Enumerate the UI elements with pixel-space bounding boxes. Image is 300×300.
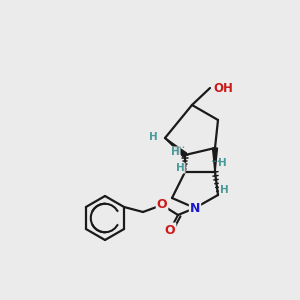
Polygon shape xyxy=(165,138,187,157)
Text: •••: ••• xyxy=(210,160,220,164)
Polygon shape xyxy=(212,148,217,172)
Text: •••: ••• xyxy=(175,146,185,151)
Text: H: H xyxy=(220,185,229,195)
Text: O: O xyxy=(165,224,175,236)
Text: H: H xyxy=(149,132,158,142)
Text: OH: OH xyxy=(213,82,233,94)
Text: H: H xyxy=(171,147,180,157)
Text: N: N xyxy=(190,202,200,214)
Text: H: H xyxy=(218,158,227,168)
Text: H: H xyxy=(176,163,185,173)
Text: O: O xyxy=(157,199,167,212)
